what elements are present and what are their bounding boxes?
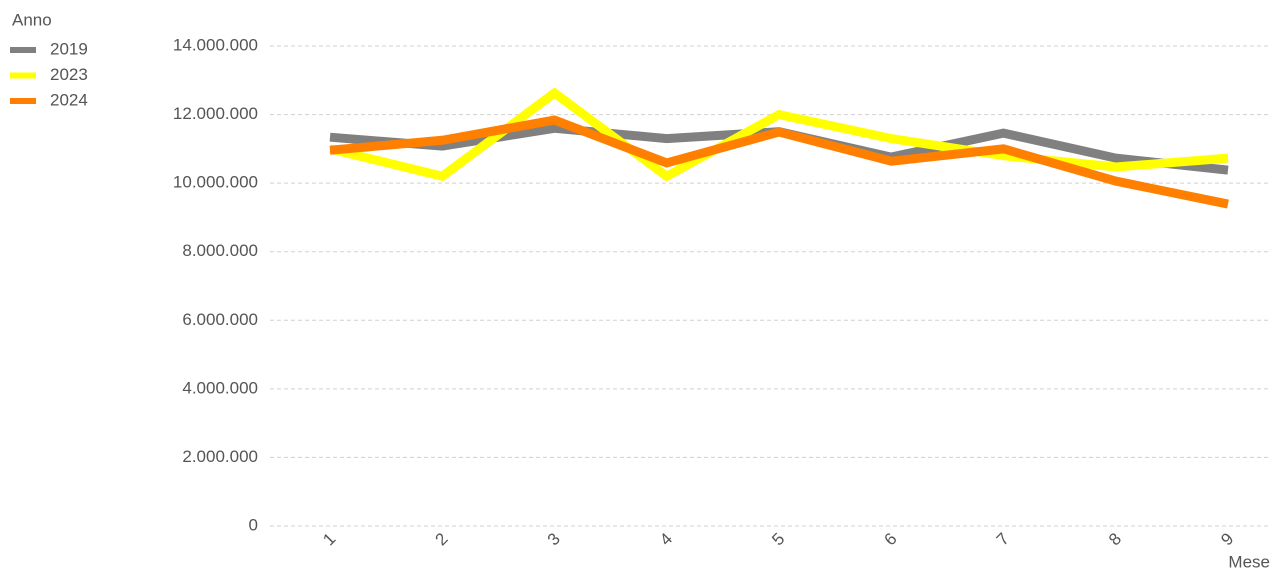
- y-tick-label: 14.000.000: [173, 35, 258, 54]
- x-tick-label: 3: [544, 529, 564, 549]
- y-tick-label: 4.000.000: [182, 378, 258, 397]
- legend-label: 2024: [50, 90, 88, 109]
- x-tick-label: 9: [1217, 529, 1237, 549]
- legend-label: 2019: [50, 39, 88, 58]
- legend-label: 2023: [50, 65, 88, 84]
- x-axis-label: Mese: [1228, 552, 1270, 571]
- x-tick-label: 2: [431, 529, 451, 549]
- x-tick-label: 1: [319, 529, 339, 549]
- x-tick-label: 5: [768, 529, 788, 549]
- y-tick-label: 12.000.000: [173, 104, 258, 123]
- x-tick-label: 8: [1105, 529, 1125, 549]
- y-tick-label: 6.000.000: [182, 310, 258, 329]
- y-tick-label: 0: [249, 515, 258, 534]
- y-tick-label: 10.000.000: [173, 173, 258, 192]
- x-tick-label: 7: [993, 529, 1013, 549]
- y-tick-label: 2.000.000: [182, 447, 258, 466]
- y-tick-label: 8.000.000: [182, 241, 258, 260]
- series-line: [328, 87, 1229, 182]
- x-tick-label: 6: [880, 529, 900, 549]
- series-line: [329, 115, 1229, 209]
- x-tick-label: 4: [656, 529, 676, 549]
- legend-title: Anno: [12, 10, 52, 29]
